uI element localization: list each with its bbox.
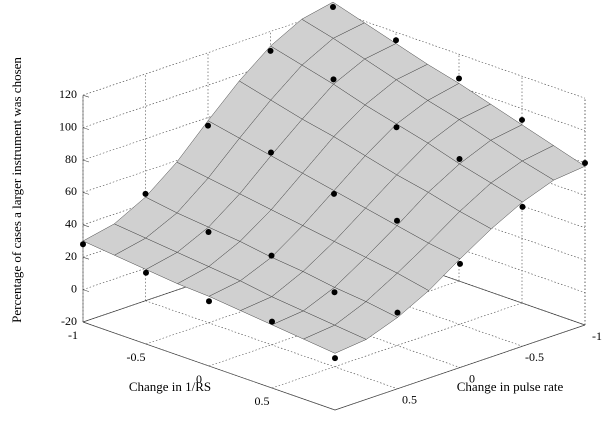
- data-point: [80, 241, 86, 248]
- grid-line: [145, 300, 398, 390]
- z-tick-label: 100: [59, 119, 77, 133]
- tick-mark: [82, 224, 90, 228]
- y-axis-label: Change in pulse rate: [457, 379, 564, 394]
- data-point: [393, 37, 399, 44]
- data-point: [331, 289, 338, 296]
- data-point: [330, 76, 337, 83]
- tick-mark: [82, 94, 90, 98]
- data-point: [394, 309, 401, 316]
- grid-line: [332, 9, 586, 99]
- z-tick-label: 0: [71, 281, 77, 295]
- grid-line: [82, 321, 336, 411]
- z-tick-label: -20: [61, 314, 77, 328]
- x-tick-label: 0.5: [255, 394, 270, 408]
- x-tick-label: -1: [68, 328, 78, 342]
- tick-mark: [82, 289, 90, 292]
- data-point: [332, 355, 338, 362]
- data-point: [457, 260, 463, 267]
- data-point: [268, 252, 275, 259]
- y-tick-label: -1: [592, 329, 602, 343]
- data-point: [330, 3, 336, 10]
- z-tick-label: 120: [59, 87, 77, 101]
- grid-line: [332, 236, 586, 326]
- tick-mark: [82, 256, 90, 260]
- data-point: [331, 190, 337, 197]
- data-point: [456, 156, 463, 163]
- data-point: [267, 47, 274, 54]
- surface-patch: [302, 324, 367, 354]
- data-point: [519, 116, 525, 123]
- data-point: [206, 298, 212, 305]
- data-point: [143, 269, 149, 276]
- x-tick-label: -0.5: [127, 350, 146, 364]
- z-tick-label: 40: [65, 217, 77, 231]
- data-point: [268, 149, 274, 156]
- y-tick-label: 0.5: [402, 393, 417, 407]
- tick-mark: [82, 127, 90, 130]
- tick-mark: [82, 192, 90, 195]
- x-axis-label: Change in 1/RS: [129, 379, 211, 394]
- z-tick-label: 20: [65, 249, 77, 263]
- data-point: [394, 217, 400, 224]
- tick-mark: [82, 159, 90, 163]
- data-point: [393, 124, 400, 131]
- data-point: [582, 160, 588, 166]
- z-tick-label: 80: [65, 152, 77, 166]
- data-point: [205, 122, 211, 129]
- data-point: [519, 203, 526, 210]
- data-point: [456, 75, 462, 82]
- data-point: [142, 190, 149, 197]
- data-point: [205, 229, 212, 236]
- x-tick-label: 0: [196, 372, 202, 386]
- data-point: [269, 318, 275, 325]
- z-axis-label: Percentage of cases a larger instrument …: [9, 57, 24, 323]
- y-tick-label: 0: [469, 371, 475, 385]
- y-tick-label: -0.5: [525, 350, 544, 364]
- z-tick-label: 60: [65, 184, 77, 198]
